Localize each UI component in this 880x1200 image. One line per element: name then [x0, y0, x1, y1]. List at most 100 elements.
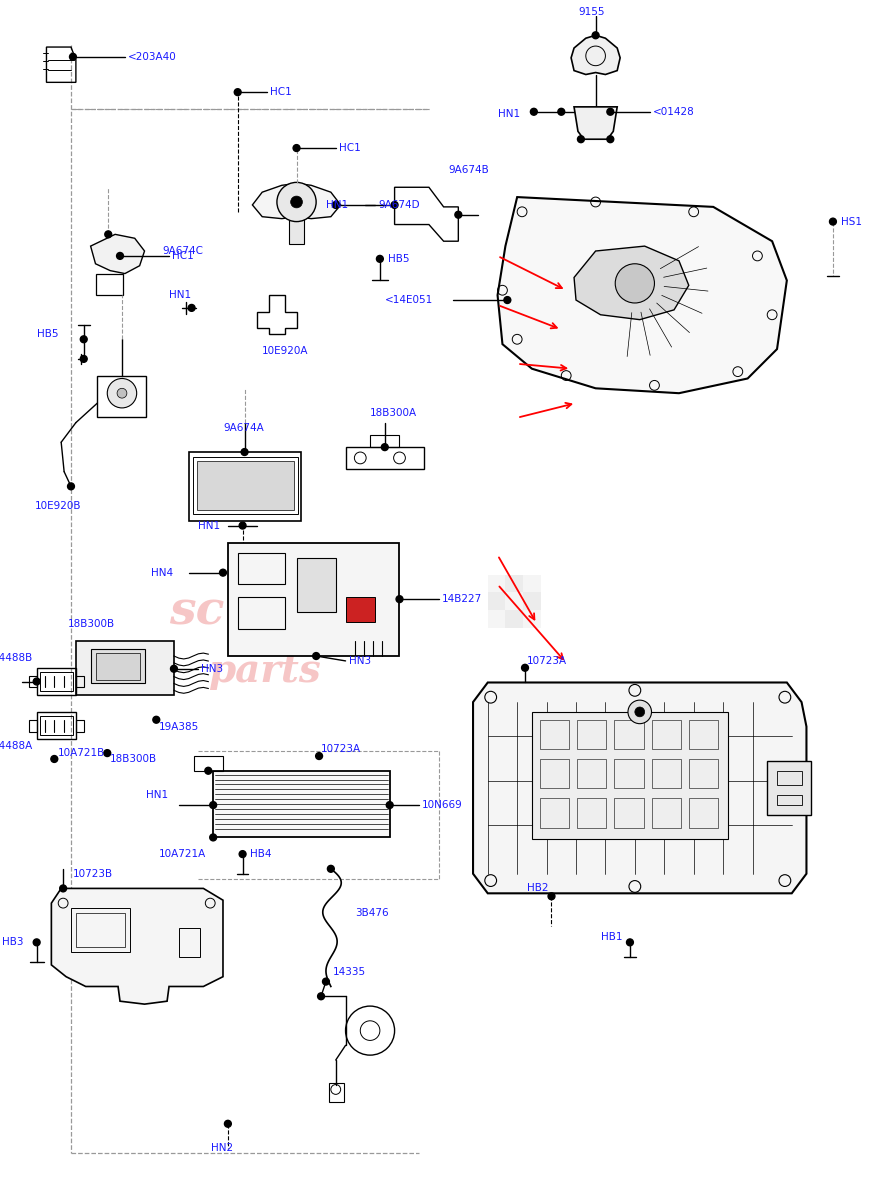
Circle shape — [316, 752, 322, 760]
Polygon shape — [51, 888, 223, 1004]
Circle shape — [70, 54, 77, 60]
Circle shape — [396, 595, 403, 602]
Circle shape — [607, 108, 613, 115]
Bar — [539, 798, 569, 828]
Bar — [29, 676, 37, 688]
Bar — [523, 575, 540, 593]
Text: HB1: HB1 — [600, 932, 622, 942]
Circle shape — [322, 978, 329, 985]
Circle shape — [391, 202, 398, 209]
Circle shape — [558, 108, 565, 115]
Bar — [614, 758, 643, 788]
Text: 10A721A: 10A721A — [159, 850, 207, 859]
Bar — [188, 452, 302, 521]
Text: 18B300B: 18B300B — [110, 754, 158, 764]
Bar — [505, 610, 523, 628]
Circle shape — [386, 802, 393, 809]
Text: 19A385: 19A385 — [159, 721, 200, 732]
Circle shape — [504, 296, 510, 304]
Circle shape — [224, 1121, 231, 1127]
Circle shape — [239, 851, 246, 858]
Circle shape — [327, 865, 334, 872]
Circle shape — [107, 378, 136, 408]
Bar — [40, 716, 73, 736]
Circle shape — [209, 834, 216, 841]
Bar — [37, 712, 76, 739]
Circle shape — [615, 264, 655, 302]
Bar — [98, 376, 146, 416]
Text: 18B300A: 18B300A — [370, 408, 417, 418]
Bar — [29, 720, 37, 732]
Text: 9A674D: 9A674D — [378, 200, 420, 210]
Circle shape — [592, 32, 599, 38]
Text: HN1: HN1 — [326, 200, 348, 210]
Circle shape — [318, 992, 325, 1000]
Bar — [577, 758, 606, 788]
Text: 10723A: 10723A — [527, 656, 567, 666]
Text: 10723A: 10723A — [321, 744, 361, 754]
Text: HB3: HB3 — [3, 937, 24, 947]
Bar — [196, 461, 294, 510]
Polygon shape — [497, 197, 787, 394]
Text: parts: parts — [209, 653, 321, 690]
Bar — [194, 756, 223, 770]
Circle shape — [104, 750, 111, 756]
Bar — [71, 908, 130, 952]
Text: 9155: 9155 — [578, 7, 605, 17]
Circle shape — [628, 700, 651, 724]
Bar — [91, 649, 144, 684]
Bar — [577, 798, 606, 828]
Bar — [505, 575, 523, 593]
Text: 14488B: 14488B — [0, 653, 33, 662]
Circle shape — [293, 145, 300, 151]
Bar — [577, 720, 606, 749]
Circle shape — [60, 884, 67, 892]
Circle shape — [80, 336, 87, 343]
Circle shape — [522, 665, 529, 671]
Text: HN3: HN3 — [348, 656, 370, 666]
Polygon shape — [91, 234, 144, 274]
Bar — [96, 653, 140, 679]
Bar — [228, 544, 400, 656]
Circle shape — [68, 482, 75, 490]
Bar — [689, 798, 718, 828]
Circle shape — [153, 716, 160, 724]
Bar — [505, 593, 523, 610]
Bar — [179, 928, 201, 958]
Bar — [76, 720, 84, 732]
Text: 10E920A: 10E920A — [262, 346, 309, 356]
Bar — [488, 575, 505, 593]
Circle shape — [234, 89, 241, 96]
Circle shape — [117, 389, 127, 398]
Circle shape — [241, 449, 248, 456]
Bar — [96, 274, 123, 295]
Circle shape — [171, 665, 178, 672]
Circle shape — [577, 136, 584, 143]
Circle shape — [548, 893, 555, 900]
Circle shape — [80, 355, 87, 362]
Polygon shape — [574, 246, 689, 319]
Text: 10A721B: 10A721B — [58, 748, 106, 758]
Bar — [193, 457, 297, 514]
Bar — [40, 672, 73, 691]
Circle shape — [377, 256, 384, 263]
Circle shape — [188, 305, 195, 311]
Bar — [238, 598, 285, 629]
Bar — [651, 798, 681, 828]
Bar — [370, 436, 400, 448]
Text: 3B476: 3B476 — [356, 908, 389, 918]
Bar — [346, 598, 375, 622]
Text: HB4: HB4 — [251, 850, 272, 859]
Text: HB5: HB5 — [37, 329, 58, 340]
Bar — [539, 720, 569, 749]
Polygon shape — [571, 35, 620, 74]
Circle shape — [312, 653, 319, 660]
Circle shape — [531, 108, 538, 115]
Bar — [37, 667, 76, 695]
Bar — [777, 770, 802, 786]
Bar — [614, 720, 643, 749]
Bar — [777, 796, 802, 805]
Bar — [651, 720, 681, 749]
Circle shape — [51, 756, 58, 762]
Circle shape — [277, 182, 316, 222]
